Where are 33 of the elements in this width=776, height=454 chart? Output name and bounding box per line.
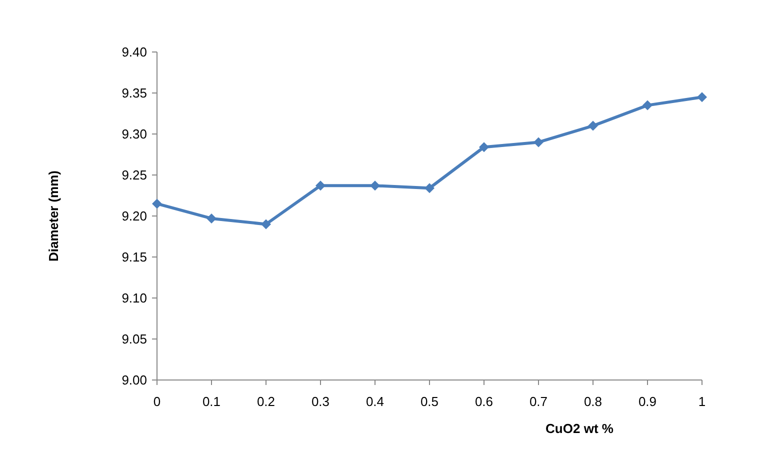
x-tick-label: 0.7 xyxy=(529,394,548,409)
y-tick-label: 9.15 xyxy=(122,250,147,265)
point xyxy=(479,142,489,152)
point xyxy=(697,92,707,102)
point xyxy=(206,213,216,224)
x-tick-label: 0 xyxy=(153,394,161,409)
x-tick-label: 0.1 xyxy=(202,394,221,409)
point xyxy=(534,137,544,148)
y-tick-label: 9.30 xyxy=(122,126,147,142)
x-tick-label: 0.5 xyxy=(420,394,439,409)
x-tick-label: 0.9 xyxy=(638,394,657,409)
x-tick-label: 0.8 xyxy=(584,394,602,409)
point xyxy=(370,180,380,191)
y-tick-label: 9.10 xyxy=(122,290,147,306)
point xyxy=(152,198,162,209)
y-tick-label: 9.20 xyxy=(122,208,147,224)
point xyxy=(316,180,326,191)
y-tick-label: 9.25 xyxy=(122,168,147,183)
x-tick-label: 0.3 xyxy=(311,394,330,409)
x-tick-label: 0.4 xyxy=(366,394,384,409)
x-tick-label: 0.2 xyxy=(256,394,276,409)
y-tick-label: 9.05 xyxy=(122,332,147,347)
y-axis-title: Diameter (mm) xyxy=(46,170,61,262)
y-tick-label: 9.00 xyxy=(122,372,147,388)
point xyxy=(424,183,434,194)
x-axis-title: CuO2 wt % xyxy=(546,421,614,436)
x-tick-label: 1 xyxy=(698,394,706,409)
y-tick-label: 9.40 xyxy=(122,44,147,60)
x-tick-label: 0.6 xyxy=(474,394,494,409)
point xyxy=(261,219,271,230)
point xyxy=(642,100,652,110)
point xyxy=(588,120,598,131)
y-tick-label: 9.35 xyxy=(122,86,147,101)
